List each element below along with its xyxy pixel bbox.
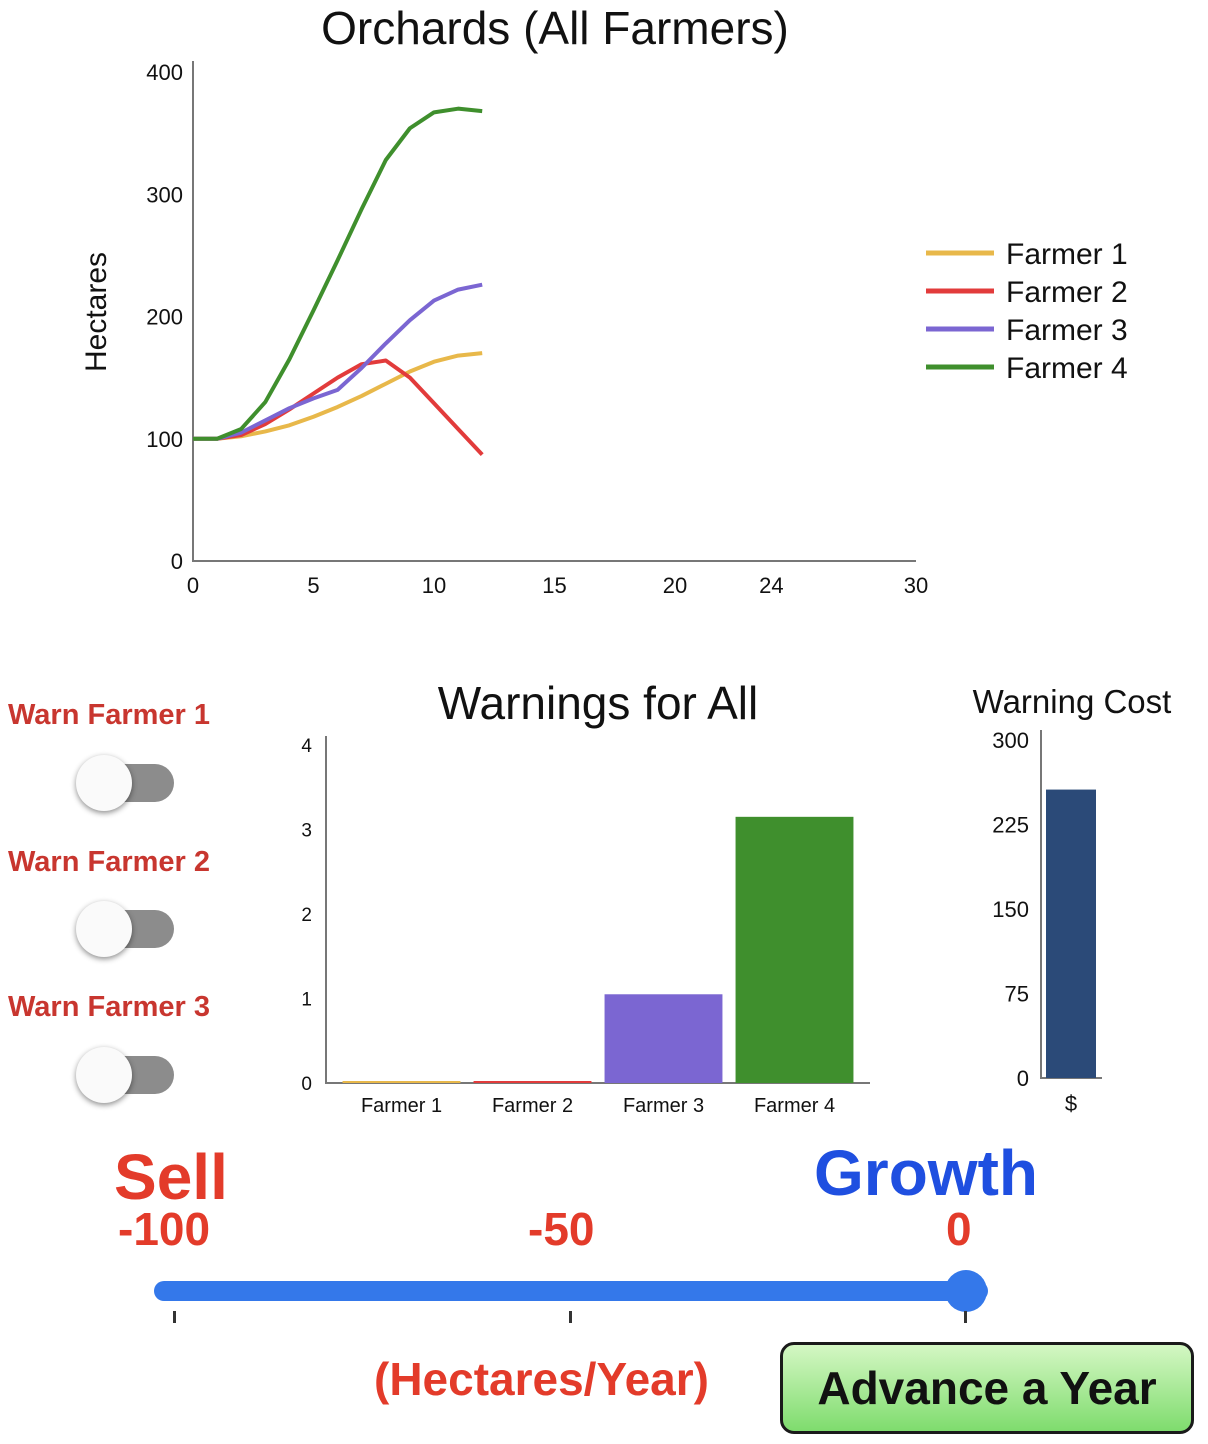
- slider-unit-label: (Hectares/Year): [374, 1353, 709, 1405]
- warnings-x-tick-label: Farmer 1: [361, 1095, 442, 1117]
- slider-tick-label-min: -100: [118, 1203, 211, 1255]
- slider-tick-mark: [173, 1311, 176, 1323]
- orchards-x-tick-label: 5: [307, 573, 319, 598]
- cost-y-tick-label: 150: [992, 897, 1029, 922]
- toggle-knob: [76, 755, 132, 811]
- series-line-farmer-3: [193, 282, 483, 441]
- warn-farmer-3-toggle[interactable]: [76, 1046, 176, 1104]
- warnings-bar-farmer-4: [735, 816, 854, 1083]
- warn-farmer-2-toggle[interactable]: [76, 900, 176, 958]
- warning-cost-title: Warning Cost: [973, 683, 1172, 720]
- warnings-bar-farmer-3: [604, 994, 723, 1083]
- warnings-y-tick-label: 4: [301, 736, 312, 757]
- slider-tick-mark: [964, 1311, 967, 1323]
- warnings-x-tick-label: Farmer 4: [754, 1095, 835, 1117]
- warnings-chart-title: Warnings for All: [438, 677, 758, 729]
- orchards-y-tick-label: 0: [171, 549, 183, 574]
- slider-tick-mark: [569, 1311, 572, 1323]
- slider-tick-label-mid: -50: [528, 1203, 595, 1255]
- warning-cost-bar: [1046, 789, 1096, 1078]
- warnings-y-tick-label: 3: [301, 821, 312, 842]
- series-line-farmer-1: [193, 351, 483, 441]
- toggle-knob: [76, 1047, 132, 1103]
- warnings-bar-farmer-1: [342, 1081, 461, 1083]
- orchards-y-tick-label: 200: [146, 305, 183, 330]
- warnings-y-tick-label: 0: [301, 1074, 312, 1095]
- series-line-farmer-2: [193, 358, 484, 457]
- hectares-slider-thumb[interactable]: [945, 1270, 987, 1312]
- cost-y-tick-label: 225: [992, 813, 1029, 838]
- orchards-chart-title: Orchards (All Farmers): [321, 2, 789, 54]
- cost-y-tick-label: 300: [992, 728, 1029, 753]
- warn-farmer-3-label: Warn Farmer 3: [8, 991, 210, 1023]
- cost-y-tick-label: 0: [1017, 1066, 1029, 1091]
- warnings-y-tick-label: 2: [301, 905, 312, 926]
- warn-farmer-2-label: Warn Farmer 2: [8, 846, 210, 878]
- orchards-x-tick-label: 24: [759, 573, 783, 598]
- orchards-x-tick-label: 20: [663, 573, 687, 598]
- series-line-farmer-4: [193, 106, 483, 441]
- warn-farmer-1-toggle[interactable]: [76, 754, 176, 812]
- sell-label: Sell: [114, 1141, 228, 1213]
- legend-label-farmer-4: Farmer 4: [1006, 352, 1128, 385]
- legend-label-farmer-1: Farmer 1: [1006, 238, 1128, 271]
- legend-label-farmer-3: Farmer 3: [1006, 314, 1128, 347]
- orchards-y-axis-label: Hectares: [80, 252, 113, 372]
- orchards-x-tick-label: 30: [904, 573, 928, 598]
- legend-label-farmer-2: Farmer 2: [1006, 276, 1128, 309]
- warnings-bar-chart: Warnings for All 0 1 2 3 4 Farmer 1 Farmer 2 F…: [301, 677, 870, 1117]
- orchards-y-tick-label: 300: [146, 182, 183, 207]
- orchards-y-tick-label: 100: [146, 427, 183, 452]
- orchards-x-tick-label: 15: [542, 573, 566, 598]
- cost-x-tick-label: $: [1065, 1091, 1077, 1116]
- orchards-x-tick-label: 0: [187, 573, 199, 598]
- warnings-bar-farmer-2: [473, 1081, 592, 1083]
- slider-tick-label-max: 0: [946, 1203, 972, 1255]
- warnings-x-tick-label: Farmer 3: [623, 1095, 704, 1117]
- warning-cost-chart: Warning Cost 0 75 150 225 300 $: [973, 683, 1172, 1116]
- advance-year-button[interactable]: Advance a Year: [780, 1342, 1194, 1434]
- toggle-knob: [76, 901, 132, 957]
- orchards-line-chart: Orchards (All Farmers) Hectares 01002003…: [80, 2, 1128, 598]
- orchards-x-tick-label: 10: [422, 573, 446, 598]
- growth-label: Growth: [814, 1137, 1038, 1209]
- orchards-y-tick-label: 400: [146, 60, 183, 85]
- cost-y-tick-label: 75: [1005, 982, 1029, 1007]
- warnings-y-tick-label: 1: [301, 990, 312, 1011]
- warn-farmer-1-label: Warn Farmer 1: [8, 699, 210, 731]
- hectares-slider-track[interactable]: [154, 1281, 988, 1301]
- warnings-x-tick-label: Farmer 2: [492, 1095, 573, 1117]
